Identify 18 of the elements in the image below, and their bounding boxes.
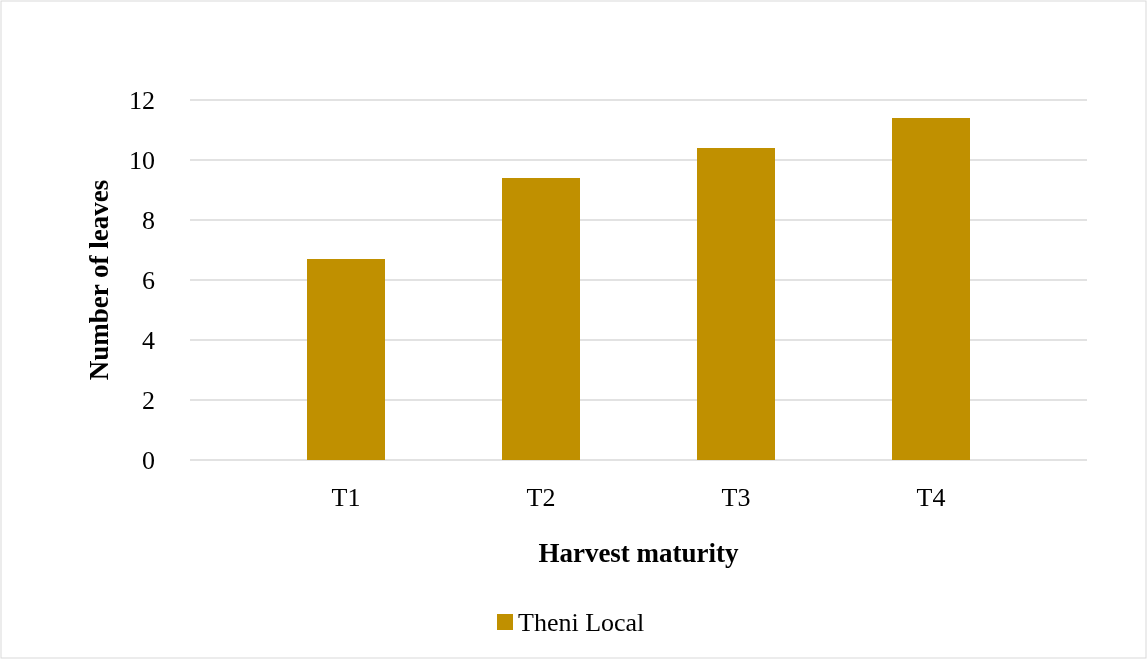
y-tick-label: 4 bbox=[142, 326, 155, 356]
y-tick-label: 8 bbox=[142, 206, 155, 236]
x-tick-label: T3 bbox=[721, 483, 751, 512]
x-axis-title: Harvest maturity bbox=[538, 538, 740, 568]
x-tick-label: T2 bbox=[526, 483, 556, 512]
bar bbox=[892, 118, 970, 460]
bar bbox=[307, 259, 385, 460]
y-tick-label: 6 bbox=[142, 266, 155, 296]
legend-label: Theni Local bbox=[518, 608, 645, 638]
bar bbox=[502, 178, 580, 460]
bar bbox=[697, 148, 775, 460]
y-tick-label: 0 bbox=[142, 446, 155, 476]
y-tick-label: 12 bbox=[129, 86, 155, 116]
y-axis-title: Number of leaves bbox=[84, 179, 114, 381]
x-tick-label: T4 bbox=[916, 483, 946, 512]
x-tick-label: T1 bbox=[331, 483, 361, 512]
y-tick-label: 2 bbox=[142, 386, 155, 416]
y-tick-label: 10 bbox=[129, 146, 155, 176]
